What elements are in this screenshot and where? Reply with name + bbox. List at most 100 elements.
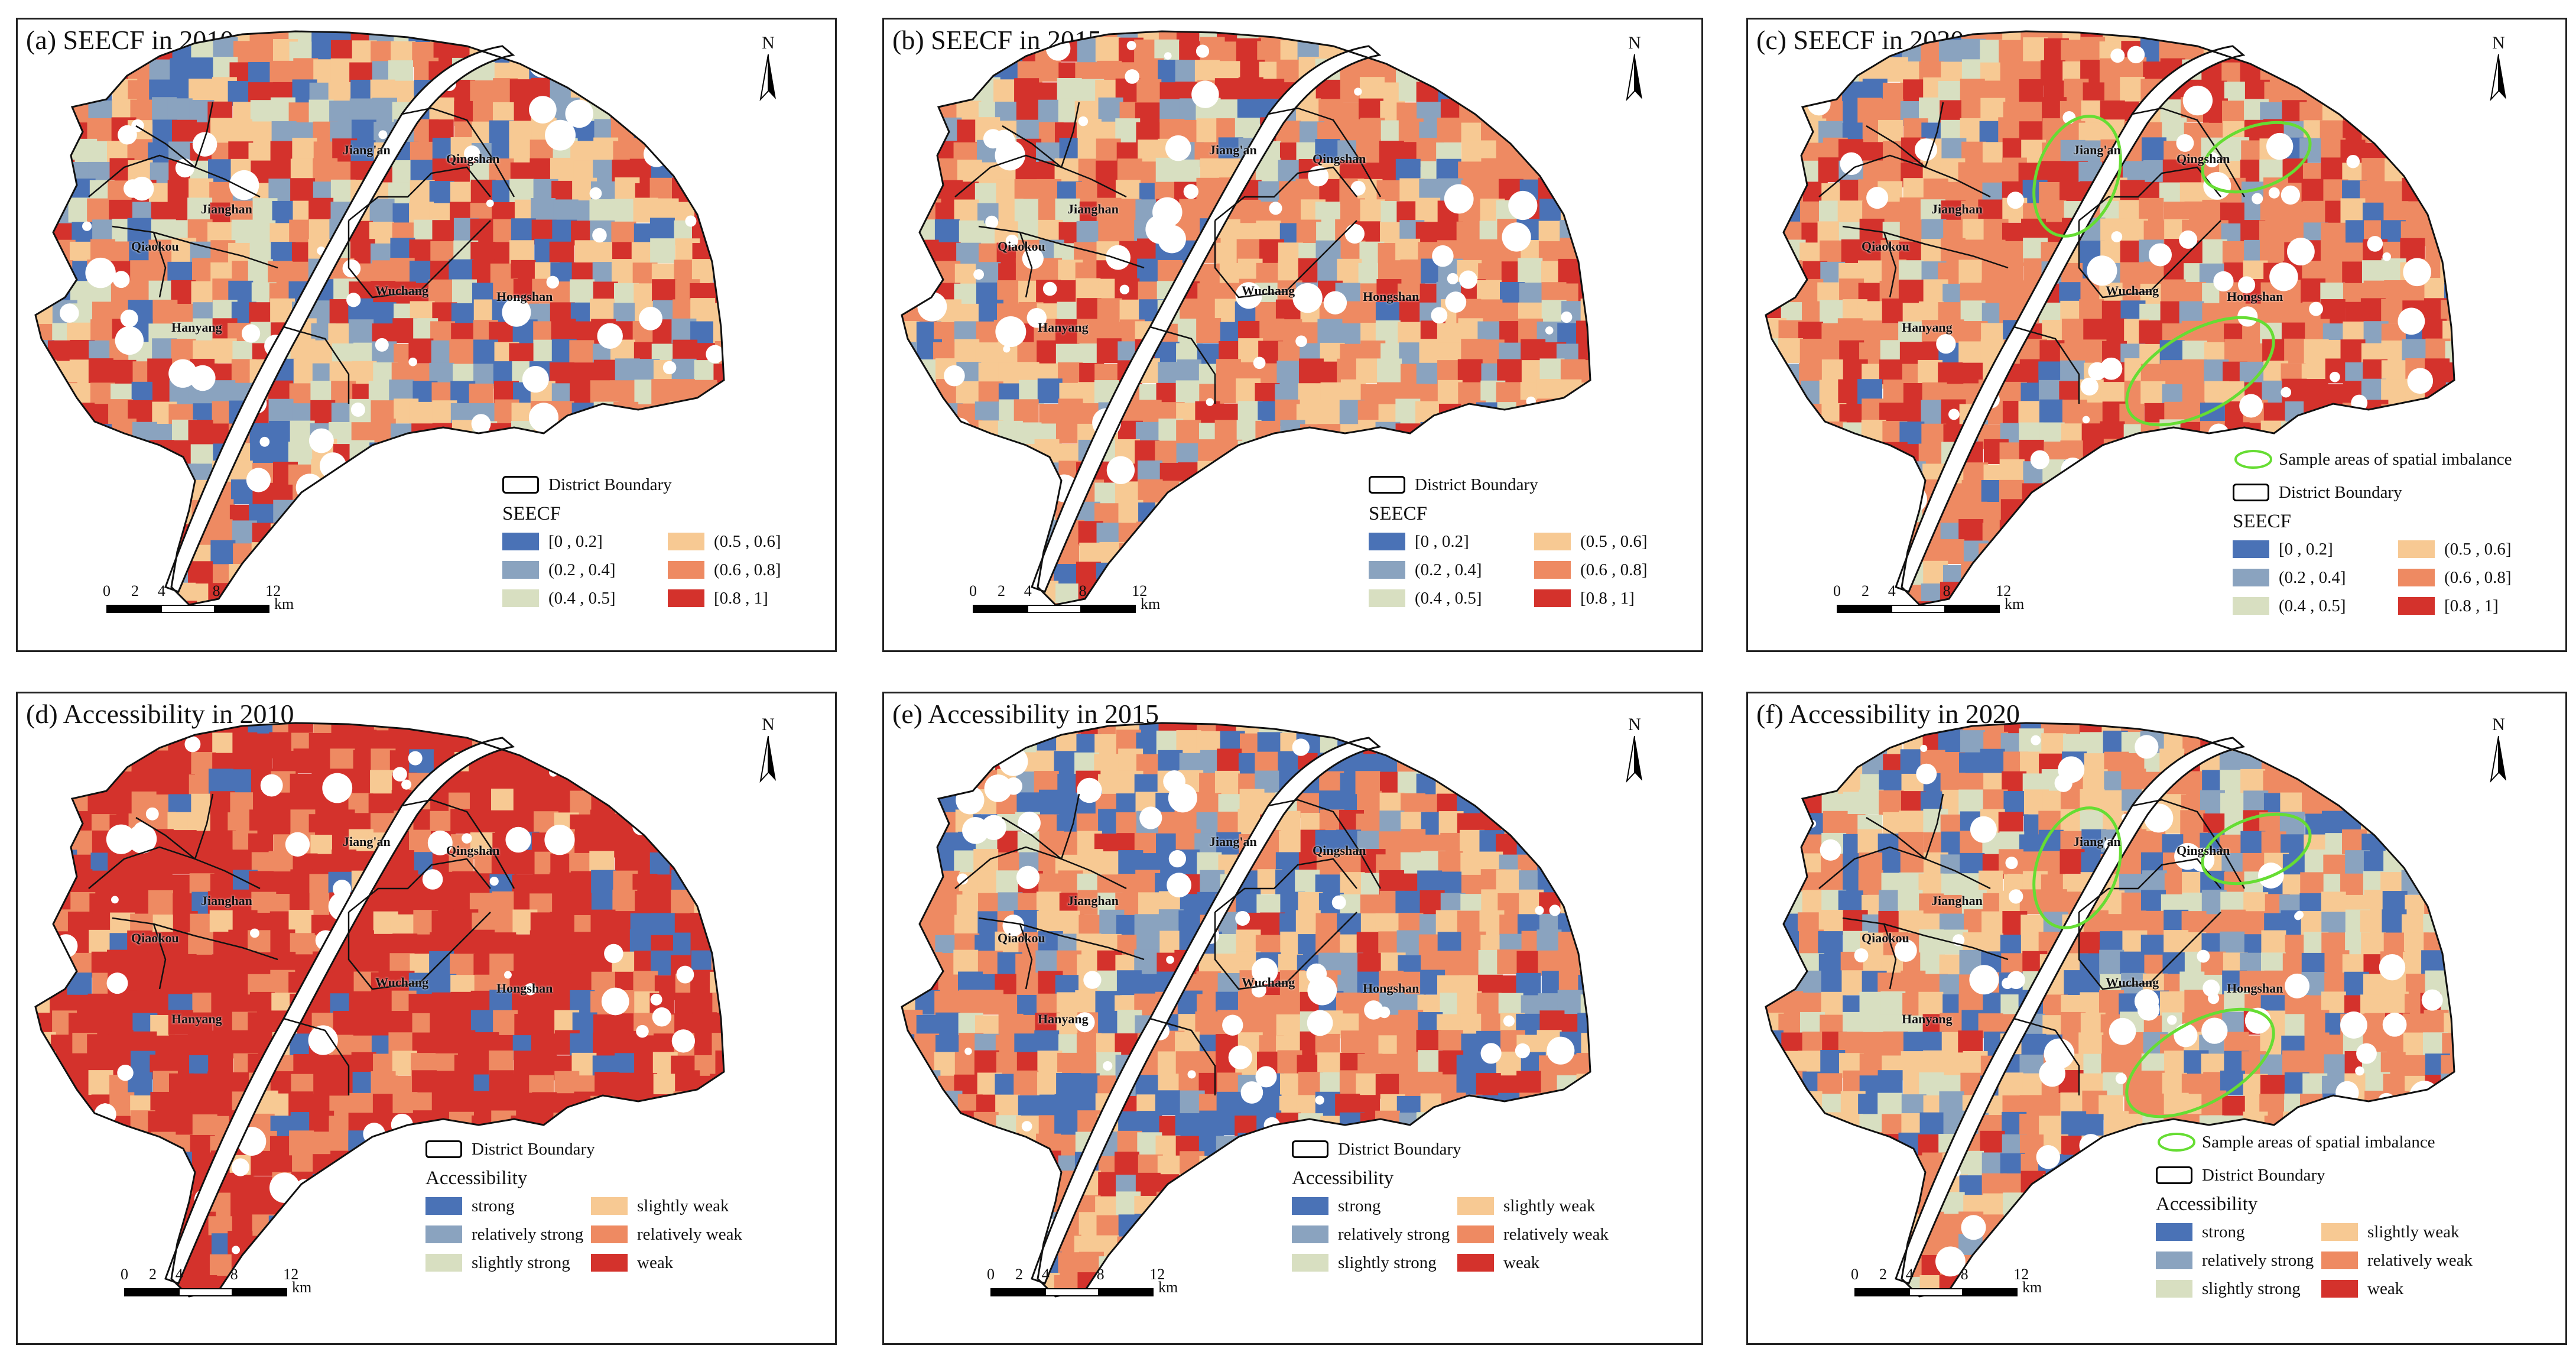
legend-label: [0 , 0.2]	[548, 532, 603, 551]
map-panel-c: (c) SEECF in 2020 Jiang'an Jianghan Qiaokou…	[1746, 18, 2567, 652]
scale-tick: 2	[1015, 1266, 1023, 1283]
district-label: Hongshan	[496, 981, 553, 996]
district-boundary-line	[1149, 326, 1216, 404]
scale-tick: 8	[1942, 582, 1951, 599]
district-boundary-line	[135, 816, 196, 860]
legend-class: weak	[1457, 1252, 1623, 1274]
city-outline	[1765, 30, 2455, 606]
legend-label: Sample areas of spatial imbalance	[2279, 450, 2512, 469]
city-outline	[1765, 722, 2455, 1298]
legend-label: slightly weak	[2367, 1223, 2460, 1241]
district-label: Wuchang	[1242, 975, 1295, 990]
map-canvas	[1765, 30, 2455, 606]
legend-class: relatively weak	[591, 1223, 756, 1246]
scale-tick: 4	[1024, 582, 1032, 599]
legend-label: (0.6 , 0.8]	[714, 560, 781, 579]
district-label: Jiang'an	[2073, 142, 2121, 157]
legend-swatch	[2156, 1252, 2192, 1269]
scale-bar: 0 2 4 8 12 km	[1851, 1266, 2055, 1307]
district-boundary-line	[1842, 917, 2009, 961]
district-boundary-line	[1883, 232, 1897, 298]
district-boundary-line	[954, 846, 1127, 890]
legend-label: Sample areas of spatial imbalance	[2202, 1133, 2435, 1152]
legend-class: [0 , 0.2]	[1369, 530, 1534, 553]
legend-swatch	[2398, 540, 2435, 558]
scale-tick: 2	[149, 1266, 157, 1283]
legend-class: relatively strong	[1292, 1223, 1457, 1246]
scale-tick: 8	[1096, 1266, 1105, 1283]
legend-class: (0.2 , 0.4]	[502, 559, 668, 581]
district-boundary-line	[1214, 220, 1357, 299]
legend-label: strong	[1338, 1197, 1381, 1215]
imbalance-ellipse	[2201, 121, 2312, 194]
district-label: Jianghan	[1931, 893, 1983, 908]
district-boundary-line	[1842, 225, 2009, 269]
scale-tick: 0	[969, 582, 977, 599]
scale-tick: 8	[212, 582, 220, 599]
scale-bar: 0 2 4 8 12 km	[121, 1266, 325, 1307]
yangtze-river	[1895, 737, 2246, 1285]
legend-class: (0.5 , 0.6]	[668, 530, 833, 553]
boundary-swatch	[502, 476, 539, 494]
imbalance-ellipse	[2032, 806, 2122, 929]
yangtze-river	[164, 737, 515, 1285]
district-label: Hongshan	[1363, 981, 1419, 996]
legend-label: weak	[2367, 1279, 2404, 1298]
legend-class: (0.4 , 0.5]	[1369, 587, 1534, 609]
legend-label: District Boundary	[1338, 1140, 1461, 1159]
legend-label: relatively strong	[1338, 1225, 1450, 1244]
district-label: Hongshan	[2227, 289, 2283, 304]
legend-swatch	[668, 561, 704, 579]
legend-boundary: District Boundary	[502, 474, 833, 496]
legend-label: [0.8 , 1]	[2444, 596, 2499, 615]
legend-label: slightly strong	[2202, 1279, 2301, 1298]
legend-imbalance: Sample areas of spatial imbalance	[2233, 448, 2564, 471]
legend-boundary: District Boundary	[2233, 481, 2564, 504]
legend-swatch	[2156, 1280, 2192, 1298]
legend-label: District Boundary	[2279, 483, 2402, 502]
legend-swatch	[1534, 561, 1571, 579]
legend-label: slightly weak	[637, 1197, 729, 1215]
city-outline	[34, 30, 725, 606]
legend-swatch	[1292, 1254, 1328, 1272]
legend-class: slightly strong	[2156, 1278, 2321, 1300]
district-boundary-line	[283, 1017, 350, 1095]
legend-label: (0.4 , 0.5]	[1415, 589, 1482, 608]
legend-swatch	[425, 1254, 462, 1272]
scale-tick: 8	[1960, 1266, 1968, 1283]
district-label: Qingshan	[1313, 151, 1366, 166]
legend-swatch	[425, 1225, 462, 1243]
legend-label: relatively weak	[1503, 1225, 1609, 1244]
scale-bar: 0 2 4 8 12 km	[987, 1266, 1191, 1307]
legend-label: strong	[2202, 1223, 2245, 1241]
legend-label: relatively weak	[2367, 1251, 2473, 1270]
legend-label: relatively weak	[637, 1225, 742, 1244]
legend-class: relatively strong	[425, 1223, 591, 1246]
district-boundary-line	[1002, 816, 1062, 860]
legend-label: slightly weak	[1503, 1197, 1596, 1215]
legend-title: SEECF	[1369, 503, 1428, 524]
district-boundary-line	[152, 923, 167, 990]
map-canvas	[1765, 722, 2455, 1298]
district-boundary-line	[978, 917, 1145, 961]
legend-label: (0.5 , 0.6]	[2444, 540, 2512, 559]
scale-tick: 8	[230, 1266, 238, 1283]
district-boundary-line	[1924, 793, 1944, 860]
scale-tick: 0	[121, 1266, 128, 1283]
district-boundary-line	[1060, 793, 1080, 860]
district-label: Hongshan	[1363, 289, 1419, 304]
district-boundary-line	[2132, 107, 2246, 197]
yangtze-river	[164, 45, 515, 593]
scale-bar-segment	[1963, 1288, 2018, 1296]
legend-swatch	[668, 533, 704, 550]
legend-label: weak	[637, 1253, 674, 1272]
scale-bar-segment	[1099, 1288, 1154, 1296]
scale-unit: km	[2022, 1279, 2042, 1296]
legend-swatch	[591, 1225, 628, 1243]
district-label: Jianghan	[1067, 202, 1119, 216]
scale-tick: 12	[1149, 1266, 1165, 1283]
map-legend: District Boundary SEECF [0 , 0.2] (0.2 , 0.…	[1369, 474, 1700, 650]
district-label: Qiaokou	[998, 930, 1045, 945]
legend-class: (0.2 , 0.4]	[1369, 559, 1534, 581]
district-label: Wuchang	[2106, 975, 2159, 990]
